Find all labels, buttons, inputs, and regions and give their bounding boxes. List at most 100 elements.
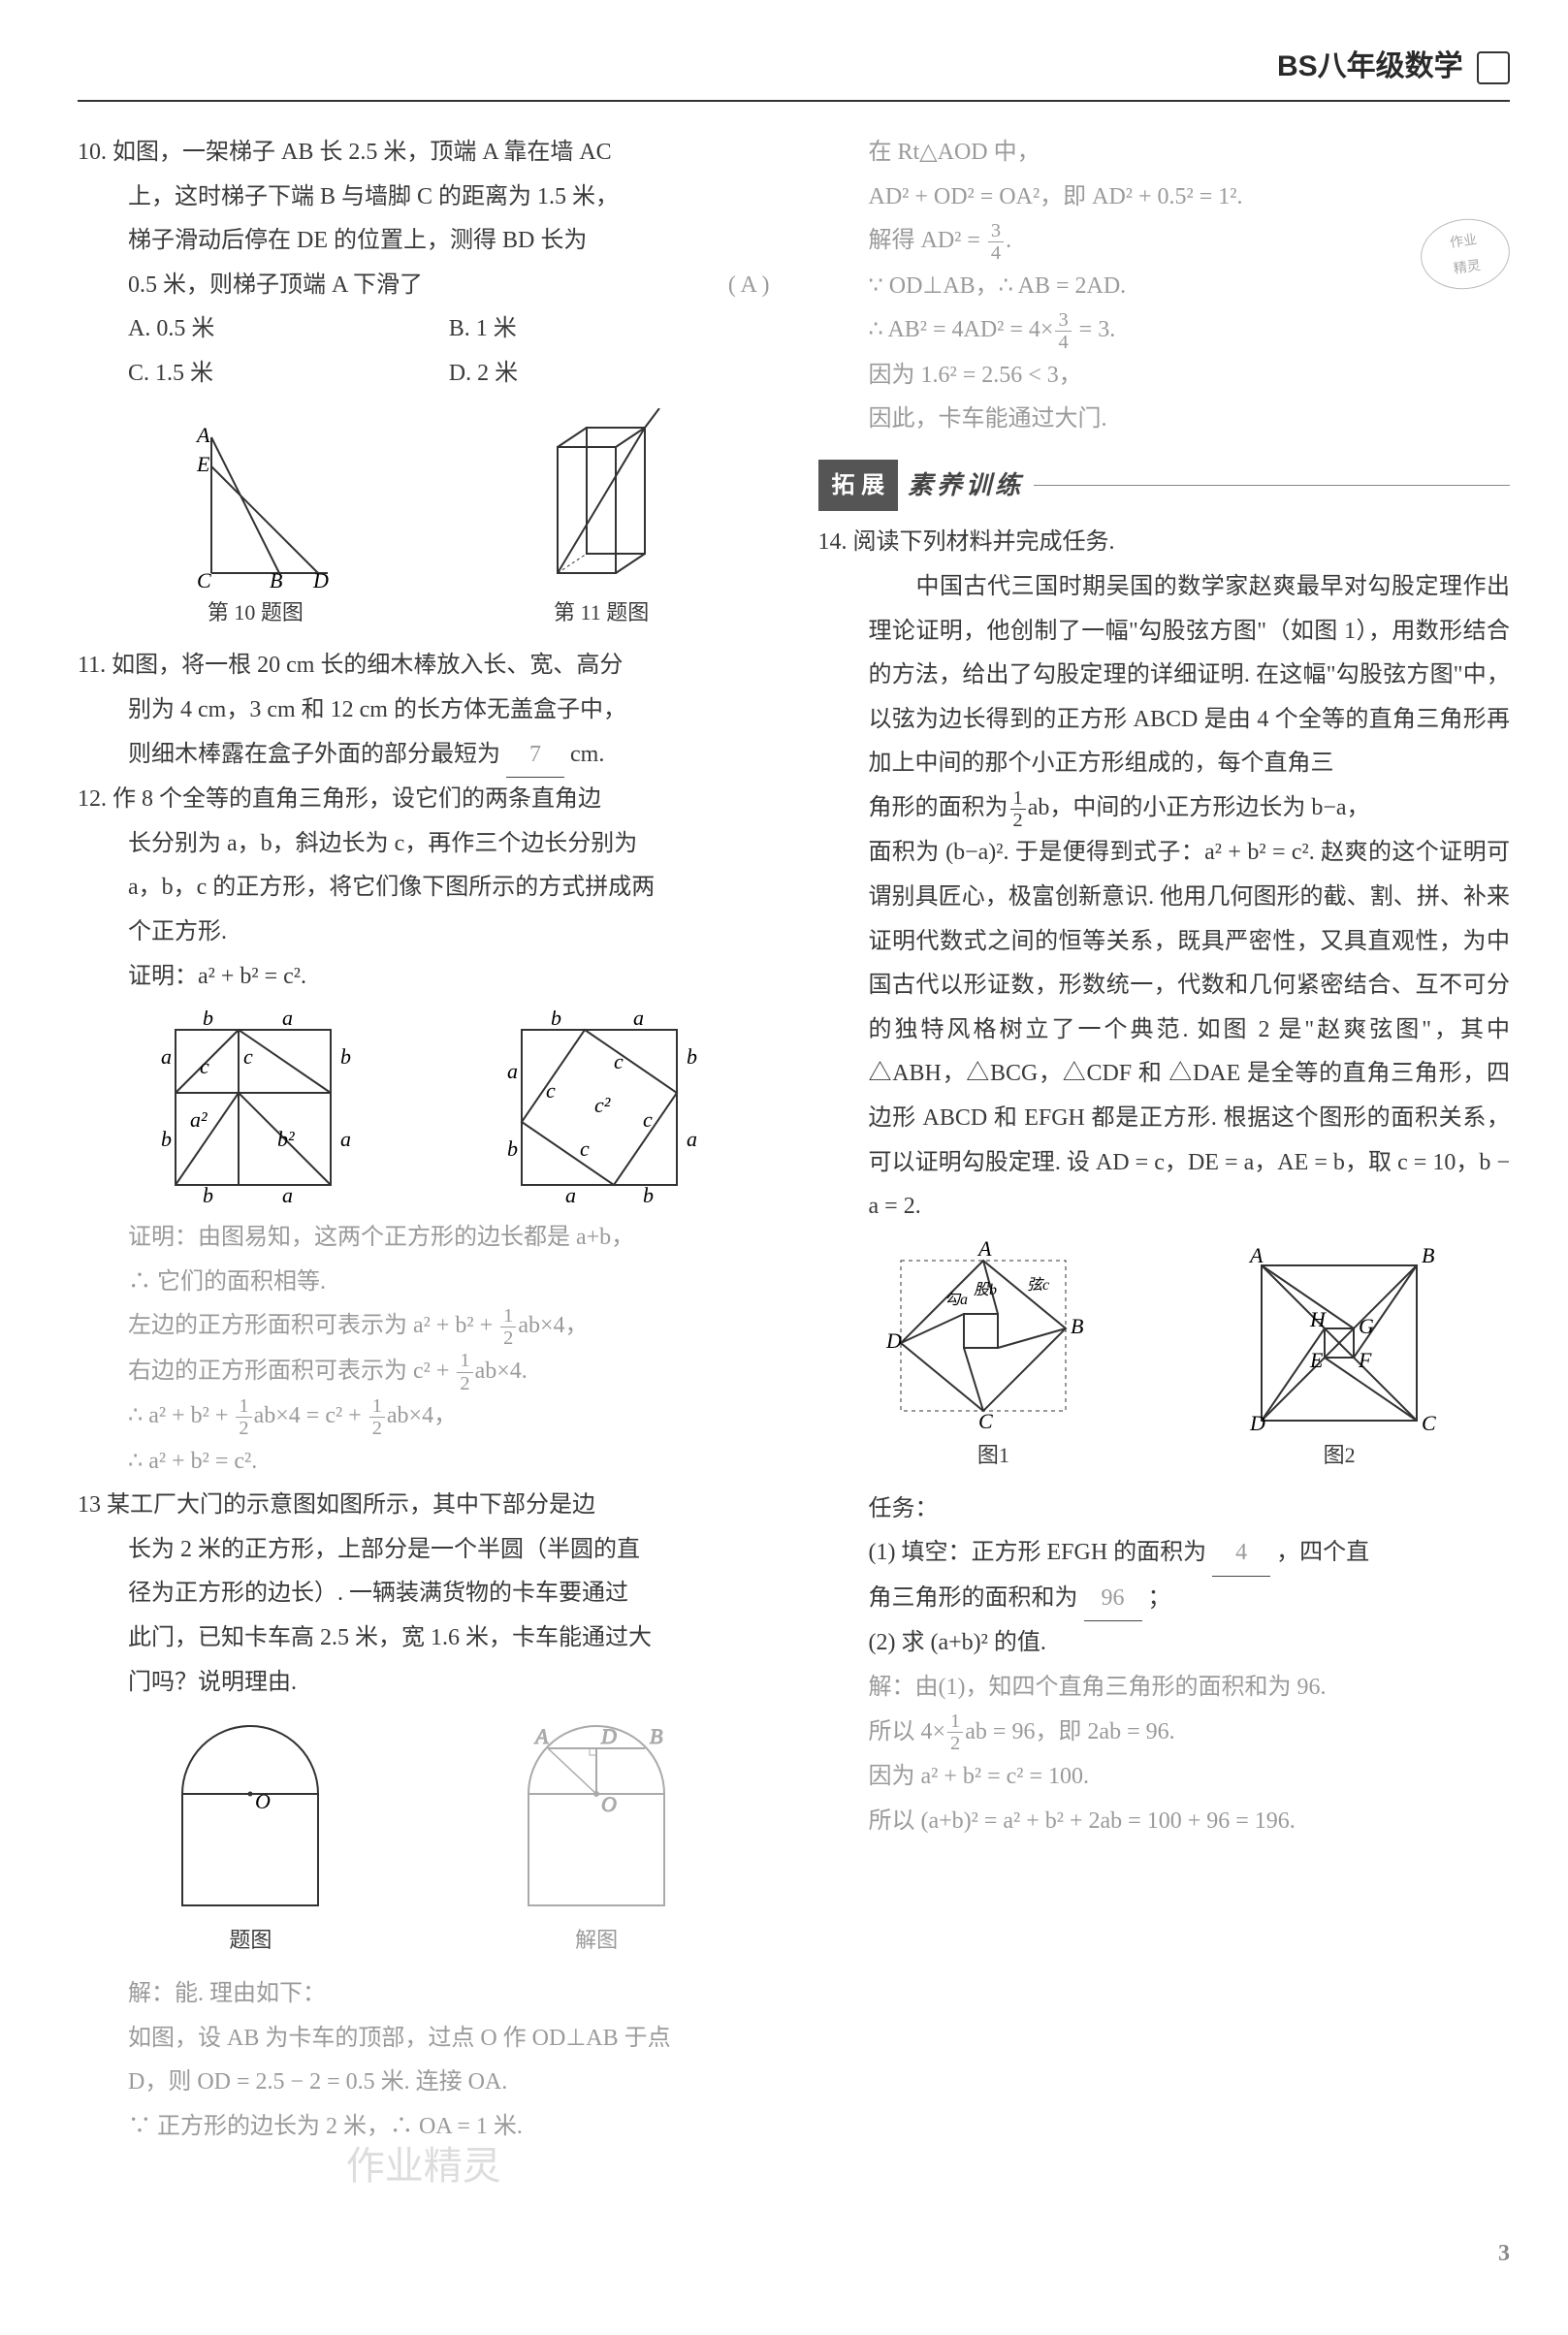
svg-text:E: E [1309, 1348, 1324, 1372]
svg-text:O: O [601, 1792, 617, 1816]
q12-num: 12. [78, 786, 107, 812]
svg-text:c: c [580, 1136, 590, 1161]
section-tag: 拓 展 [818, 460, 899, 512]
svg-text:a: a [282, 1010, 293, 1030]
q12-proof: 证明：由图易知，这两个正方形的边长都是 a+b， ∴ 它们的面积相等. 左边的正… [78, 1216, 770, 1484]
q10-options-row2: C. 1.5 米 D. 2 米 [78, 352, 770, 397]
svg-text:D: D [312, 568, 329, 592]
q12-pf2: ∴ 它们的面积相等. [78, 1261, 770, 1305]
svg-text:股b: 股b [974, 1282, 997, 1298]
q10-optC: C. 1.5 米 [128, 352, 449, 397]
cont-l6: 因为 1.6² = 2.56 < 3， [818, 354, 1511, 399]
header-text: BS八年级数学 [1277, 50, 1463, 82]
q14-s3: 因为 a² + b² = c² = 100. [818, 1755, 1511, 1800]
cont-l5: ∴ AB² = 4AD² = 4×34 = 3. [818, 308, 1511, 353]
q10-line: 梯子滑动后停在 DE 的位置上，测得 BD 长为 [78, 219, 770, 264]
q13-line: 13 某工厂大门的示意图如图所示，其中下部分是边 [78, 1484, 770, 1528]
svg-text:b: b [687, 1044, 697, 1069]
svg-text:D: D [1249, 1411, 1265, 1435]
q14-fig1: A B C D 勾a 股b 弦c 图1 [881, 1241, 1104, 1476]
q11-line: 别为 4 cm，3 cm 和 12 cm 的长方体无盖盒子中， [78, 688, 770, 733]
q12-pf4: 右边的正方形面积可表示为 c² + 12ab×4. [78, 1350, 770, 1394]
q11-blank: 7 [506, 733, 564, 779]
q14-t1c: 角三角形的面积和为 96 ； [818, 1577, 1511, 1622]
q13-line: 门吗？说明理由. [78, 1661, 770, 1706]
svg-text:a: a [687, 1127, 697, 1151]
page-header: BS八年级数学 [78, 39, 1510, 102]
q14-passage2: 面积为 (b−a)². 于是便得到式子：a² + b² = c². 赵爽的这个证… [818, 831, 1511, 1229]
q14-blank2: 96 [1084, 1577, 1142, 1622]
q13-solution-cont: 在 Rt△AOD 中， AD² + OD² = OA²，即 AD² + 0.5²… [818, 131, 1511, 442]
cont-l3: 解得 AD² = 34. [818, 219, 1511, 264]
svg-text:B: B [650, 1724, 662, 1748]
q10-line: 上，这时梯子下端 B 与墙脚 C 的距离为 1.5 米， [78, 176, 770, 220]
svg-text:b: b [203, 1183, 213, 1204]
svg-text:A: A [1248, 1243, 1264, 1267]
q12-line: 长分别为 a，b，斜边长为 c，再作三个边长分别为 [78, 822, 770, 867]
q13-fig1: O 题图 [158, 1716, 342, 1961]
q14-s4: 所以 (a+b)² = a² + b² + 2ab = 100 + 96 = 1… [818, 1800, 1511, 1844]
svg-text:c: c [546, 1078, 556, 1103]
q10-optB: B. 1 米 [449, 307, 770, 352]
svg-text:c: c [243, 1044, 253, 1069]
q14-passage: 中国古代三国时期吴国的数学家赵爽最早对勾股定理作出理论证明，他创制了一幅"勾股弦… [818, 565, 1511, 786]
q10-options-row1: A. 0.5 米 B. 1 米 [78, 307, 770, 352]
q11-line: 11. 如图，将一根 20 cm 长的细木棒放入长、宽、高分 [78, 644, 770, 688]
q10-optA: A. 0.5 米 [128, 307, 449, 352]
q10-optD: D. 2 米 [449, 352, 770, 397]
svg-text:c: c [200, 1054, 209, 1078]
svg-text:a²: a² [190, 1107, 208, 1132]
q10-num: 10. [78, 140, 107, 165]
q12-line: a，b，c 的正方形，将它们像下图所示的方式拼成两 [78, 866, 770, 911]
q12-pf1: 证明：由图易知，这两个正方形的边长都是 a+b， [78, 1216, 770, 1261]
q12-line: 12. 作 8 个全等的直角三角形，设它们的两条直角边 [78, 778, 770, 822]
page-number: 3 [78, 2232, 1510, 2277]
svg-text:b: b [507, 1136, 518, 1161]
svg-text:B: B [1071, 1314, 1083, 1338]
svg-text:D: D [885, 1328, 902, 1353]
svg-text:a: a [282, 1183, 293, 1204]
svg-text:a: a [633, 1010, 644, 1030]
q14-s1: 解：由(1)，知四个直角三角形的面积和为 96. [818, 1666, 1511, 1711]
q13-cap1: 题图 [158, 1920, 342, 1961]
section-subtitle: 素养训练 [908, 462, 1024, 509]
two-column-layout: 10. 如图，一架梯子 AB 长 2.5 米，顶端 A 靠在墙 AC 上，这时梯… [78, 131, 1510, 2203]
svg-text:a: a [565, 1183, 576, 1204]
svg-text:a: a [507, 1059, 518, 1083]
q14-line: 14. 阅读下列材料并完成任务. [818, 521, 1511, 565]
q10-q11-figures: A E C B D 第 10 题图 第 11 题图 [78, 408, 770, 633]
q14-task: 任务： [818, 1487, 1511, 1532]
q12-pf5: ∴ a² + b² + 12ab×4 = c² + 12ab×4， [78, 1394, 770, 1439]
q13-fig2: A D B O 解图 [504, 1716, 688, 1961]
q12-line: 证明：a² + b² = c². [78, 955, 770, 1000]
q13-solution: 解：能. 理由如下： 如图，设 AB 为卡车的顶部，过点 O 作 OD⊥AB 于… [78, 1972, 770, 2149]
cont-l7: 因此，卡车能通过大门. [818, 398, 1511, 442]
cont-l4: ∵ OD⊥AB，∴ AB = 2AD. [818, 265, 1511, 309]
q14-t1: (1) 填空：正方形 EFGH 的面积为 4 ，四个直 [818, 1531, 1511, 1577]
cont-l1: 在 Rt△AOD 中， [818, 131, 1511, 176]
q14-blank1: 4 [1212, 1531, 1270, 1577]
q13-line: 径为正方形的边长）. 一辆装满货物的卡车要通过 [78, 1572, 770, 1616]
left-column: 10. 如图，一架梯子 AB 长 2.5 米，顶端 A 靠在墙 AC 上，这时梯… [78, 131, 770, 2203]
svg-text:b²: b² [277, 1127, 295, 1151]
svg-text:H: H [1309, 1307, 1327, 1331]
q10-line: 10. 如图，一架梯子 AB 长 2.5 米，顶端 A 靠在墙 AC [78, 131, 770, 176]
svg-text:B: B [270, 568, 282, 592]
q11-line: 则细木棒露在盒子外面的部分最短为 7 cm. [78, 733, 770, 779]
q12-figures: ba ab ba ba cc a²b² ba ab ba ab cc cc c² [78, 1010, 770, 1204]
q13-s2: 如图，设 AB 为卡车的顶部，过点 O 作 OD⊥AB 于点 [78, 2017, 770, 2062]
q14-num: 14. [818, 529, 848, 555]
section-header: 拓 展 素养训练 [818, 460, 1511, 512]
svg-text:c: c [643, 1107, 653, 1132]
svg-text:C: C [1422, 1411, 1436, 1435]
q13-cap2: 解图 [504, 1920, 688, 1961]
svg-text:A: A [195, 428, 210, 447]
svg-text:b: b [161, 1127, 172, 1151]
q10-answer-paren: ( A ) [728, 264, 770, 308]
q13-s1: 解：能. 理由如下： [78, 1972, 770, 2017]
q14-fig2: AB CD HG FE 图2 [1232, 1241, 1446, 1476]
q11-caption: 第 11 题图 [528, 592, 674, 633]
svg-text:D: D [600, 1724, 617, 1748]
svg-text:C: C [978, 1409, 993, 1433]
q14-s2: 所以 4×12ab = 96，即 2ab = 96. [818, 1711, 1511, 1755]
